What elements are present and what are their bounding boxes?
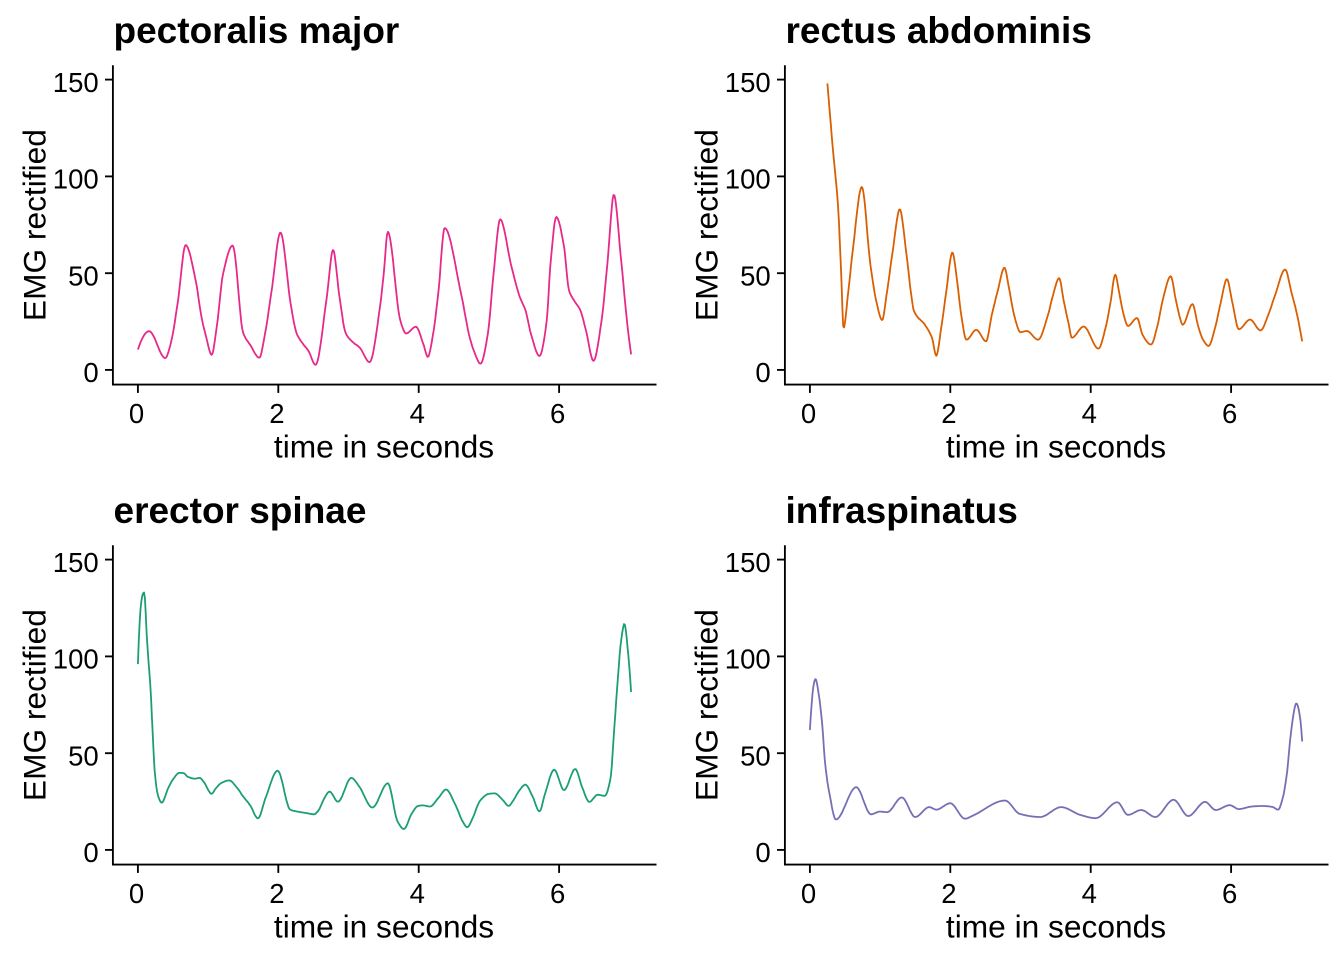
svg-text:2: 2 — [941, 398, 956, 429]
svg-text:150: 150 — [725, 67, 771, 98]
svg-text:infraspinatus: infraspinatus — [786, 490, 1018, 531]
svg-text:6: 6 — [550, 398, 565, 429]
svg-text:150: 150 — [53, 547, 99, 578]
svg-text:100: 100 — [53, 164, 99, 195]
svg-text:0: 0 — [801, 398, 816, 429]
svg-text:2: 2 — [269, 398, 284, 429]
svg-text:150: 150 — [725, 547, 771, 578]
svg-text:0: 0 — [755, 357, 770, 388]
svg-text:50: 50 — [740, 740, 771, 771]
svg-text:0: 0 — [129, 878, 144, 909]
svg-text:4: 4 — [410, 878, 425, 909]
svg-text:100: 100 — [725, 644, 771, 675]
svg-text:EMG rectified: EMG rectified — [17, 609, 53, 801]
svg-text:rectus abdominis: rectus abdominis — [786, 10, 1092, 51]
svg-text:2: 2 — [941, 878, 956, 909]
svg-text:100: 100 — [53, 644, 99, 675]
svg-text:time in seconds: time in seconds — [274, 908, 494, 944]
svg-text:time in seconds: time in seconds — [946, 908, 1166, 944]
svg-text:2: 2 — [269, 878, 284, 909]
svg-text:erector spinae: erector spinae — [114, 490, 367, 531]
svg-text:0: 0 — [83, 357, 98, 388]
svg-text:50: 50 — [68, 740, 99, 771]
svg-text:100: 100 — [725, 164, 771, 195]
svg-text:6: 6 — [1222, 398, 1237, 429]
svg-text:50: 50 — [740, 260, 771, 291]
svg-text:6: 6 — [1222, 878, 1237, 909]
svg-text:EMG rectified: EMG rectified — [689, 609, 725, 801]
svg-text:0: 0 — [801, 878, 816, 909]
svg-text:0: 0 — [755, 837, 770, 868]
svg-text:6: 6 — [550, 878, 565, 909]
svg-text:EMG rectified: EMG rectified — [689, 129, 725, 321]
svg-text:0: 0 — [83, 837, 98, 868]
svg-text:4: 4 — [410, 398, 425, 429]
svg-text:time in seconds: time in seconds — [274, 428, 494, 464]
svg-text:4: 4 — [1082, 398, 1097, 429]
svg-text:EMG rectified: EMG rectified — [17, 129, 53, 321]
svg-text:time in seconds: time in seconds — [946, 428, 1166, 464]
svg-text:150: 150 — [53, 67, 99, 98]
svg-text:0: 0 — [129, 398, 144, 429]
svg-text:50: 50 — [68, 260, 99, 291]
svg-text:4: 4 — [1082, 878, 1097, 909]
svg-text:pectoralis major: pectoralis major — [114, 10, 400, 51]
